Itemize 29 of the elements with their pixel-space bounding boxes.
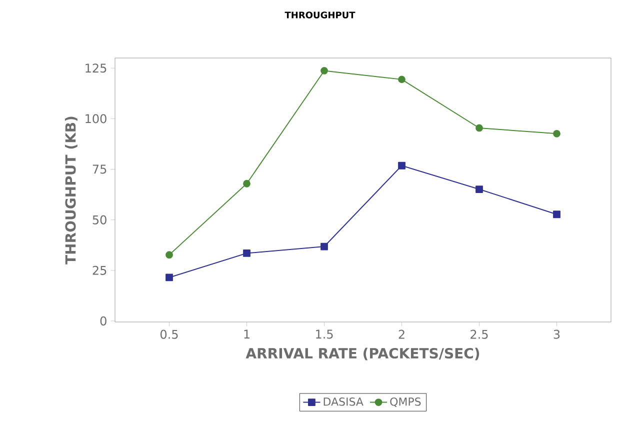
point	[243, 250, 250, 257]
y-tick-label: 100	[86, 114, 106, 124]
y-tick-label: 75	[92, 164, 106, 174]
point	[320, 242, 328, 250]
point	[166, 274, 173, 282]
point	[398, 76, 406, 84]
chart-title: THROUGHPUT	[284, 12, 356, 18]
y-tick-label: 0	[100, 316, 106, 326]
point	[476, 124, 483, 132]
x-tick-label: 3	[554, 330, 560, 339]
point	[553, 130, 560, 138]
x-tick-label: 1.5	[316, 330, 333, 339]
legend-label: DASISA	[324, 397, 364, 406]
x-tick-label: 1	[244, 330, 250, 339]
point	[243, 180, 250, 188]
y-tick-label: 125	[86, 64, 106, 73]
x-tick-label: 2	[398, 330, 404, 339]
point	[398, 162, 406, 170]
legend-label: QMPS	[390, 397, 421, 408]
point	[553, 210, 560, 218]
y-tick-label: 25	[92, 266, 106, 275]
y-axis-title: THROUGHPUT (KB)	[64, 116, 78, 264]
x-tick-label: 0.5	[160, 330, 178, 339]
point	[476, 186, 483, 193]
x-axis-title: ARRIVAL RATE (PACKETS/SEC)	[246, 348, 480, 360]
y-tick-label: 50	[92, 215, 106, 224]
point	[320, 67, 328, 74]
x-tick-label: 2.5	[470, 330, 488, 339]
point	[166, 251, 173, 259]
